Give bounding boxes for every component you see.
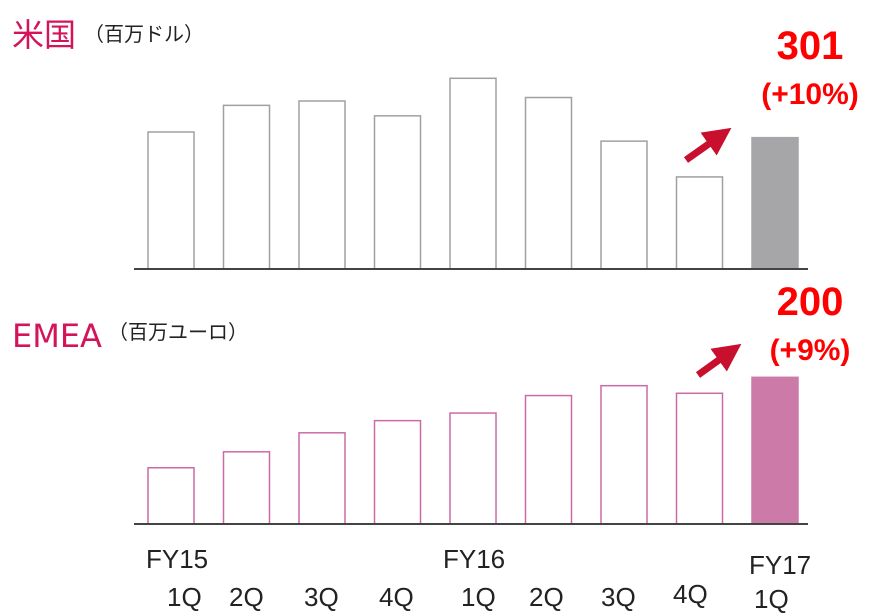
us-bar-3 <box>298 100 346 270</box>
emea-bar-3 <box>298 432 346 525</box>
quarter-label: 2Q <box>529 582 564 612</box>
emea-unit-label: （百万ユーロ） <box>108 320 248 344</box>
quarter-label: 1Q <box>461 582 496 612</box>
emea-bar-8 <box>675 392 724 525</box>
us-bar-2 <box>222 104 271 270</box>
us-chart-title: 米国 <box>12 16 77 54</box>
us-bar-4 <box>373 115 422 270</box>
us-trend-arrow <box>683 127 732 163</box>
emea-trend-arrow <box>695 343 742 378</box>
fiscal-year-label-fy15: FY15 <box>146 544 209 574</box>
quarter-label: 3Q <box>601 582 636 612</box>
emea-bar-5 <box>449 412 497 525</box>
fiscal-year-label-fy17: FY17 <box>749 550 812 580</box>
us-unit-label: （百万ドル） <box>84 22 204 46</box>
us-annotation-value: 301 <box>776 24 844 68</box>
us-bar-1 <box>147 131 195 270</box>
emea-bar-4 <box>373 419 422 525</box>
quarter-label: 1Q <box>167 582 202 612</box>
quarter-label: 2Q <box>229 582 264 612</box>
emea-bar-7 <box>600 384 648 525</box>
us-bar-5 <box>449 77 497 270</box>
us-bars <box>147 77 799 270</box>
emea-bar-1 <box>147 467 195 525</box>
us-bar-6 <box>524 96 573 270</box>
fiscal-year-label-fy16: FY16 <box>443 544 506 574</box>
us-bar-7 <box>600 140 648 270</box>
emea-bars <box>147 376 799 525</box>
quarter-label: 4Q <box>673 579 708 609</box>
emea-bar-6 <box>524 394 573 525</box>
quarter-label: 3Q <box>304 582 339 612</box>
emea-bar-2 <box>222 451 271 525</box>
emea-chart-title: EMEA <box>12 317 102 355</box>
emea-bar-9 <box>751 376 799 525</box>
us-bar-8 <box>675 176 724 270</box>
quarter-label: 1Q <box>754 584 789 614</box>
emea-annotation-value: 200 <box>776 280 844 324</box>
us-bar-9 <box>751 136 799 270</box>
us-annotation-change: (+10%) <box>761 78 859 111</box>
emea-annotation-change: (+9%) <box>769 334 851 367</box>
quarter-label: 4Q <box>379 582 414 612</box>
